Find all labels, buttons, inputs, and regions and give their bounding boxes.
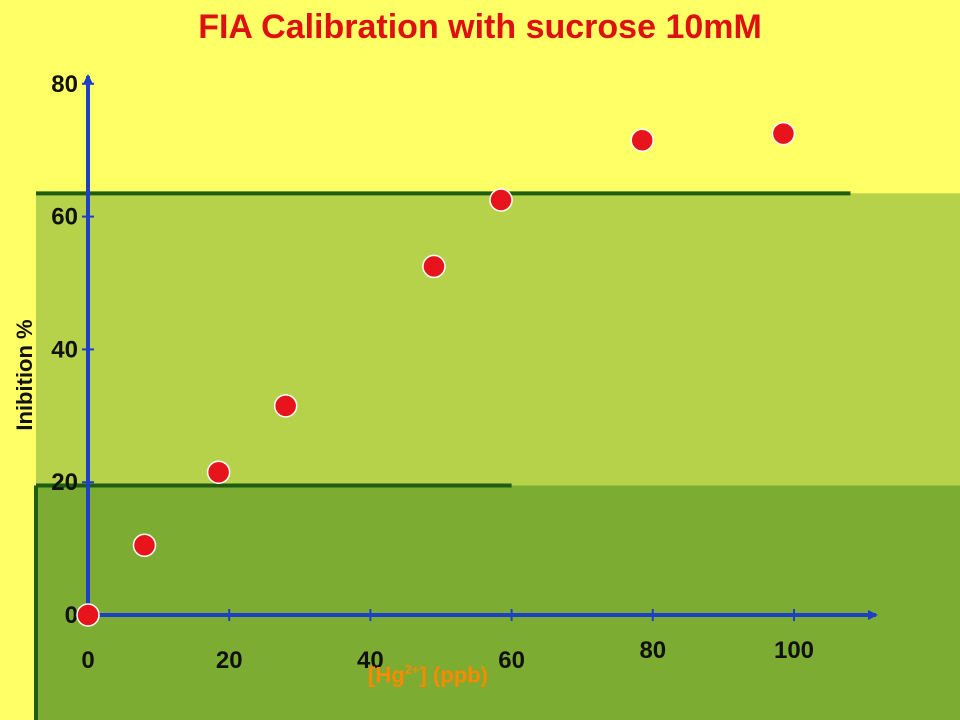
x-tick-label: 20 [216,647,243,674]
y-tick-label: 0 [65,602,78,629]
data-point [76,603,100,627]
band-light [36,193,960,486]
data-point [206,460,231,484]
data-point [630,128,654,152]
data-point [422,254,446,279]
band-dark [36,485,960,720]
y-tick-label: 40 [51,336,78,363]
data-point [273,394,298,418]
data-point [489,188,513,212]
x-axis-title-prefix: [Hg [368,662,405,688]
threshold-lines [36,191,851,488]
y-tick-label: 60 [51,204,78,231]
background-bands [34,193,960,720]
data-points [76,121,796,627]
x-axis-title-suffix: ] (ppb) [419,662,488,688]
x-tick-label: 100 [774,637,814,664]
y-tick-label: 80 [51,71,78,98]
x-tick-label: 0 [81,647,94,674]
data-point [771,121,796,146]
x-axis-title: [Hg2+] (ppb) [368,662,488,688]
x-axis-title-superscript: 2+ [404,662,420,677]
x-tick-label: 60 [498,647,525,674]
data-point [132,533,157,558]
chart-title: FIA Calibration with sucrose 10mM [198,8,762,46]
x-tick-label: 40 [357,647,384,674]
x-tick-label: 80 [639,637,666,664]
y-tick-label: 20 [51,469,78,496]
band-left-edge [34,485,38,720]
y-axis-title: Inibition % [12,319,37,431]
tick-labels: 0 20 40 60 80 100 0 20 40 60 80 [51,71,814,674]
